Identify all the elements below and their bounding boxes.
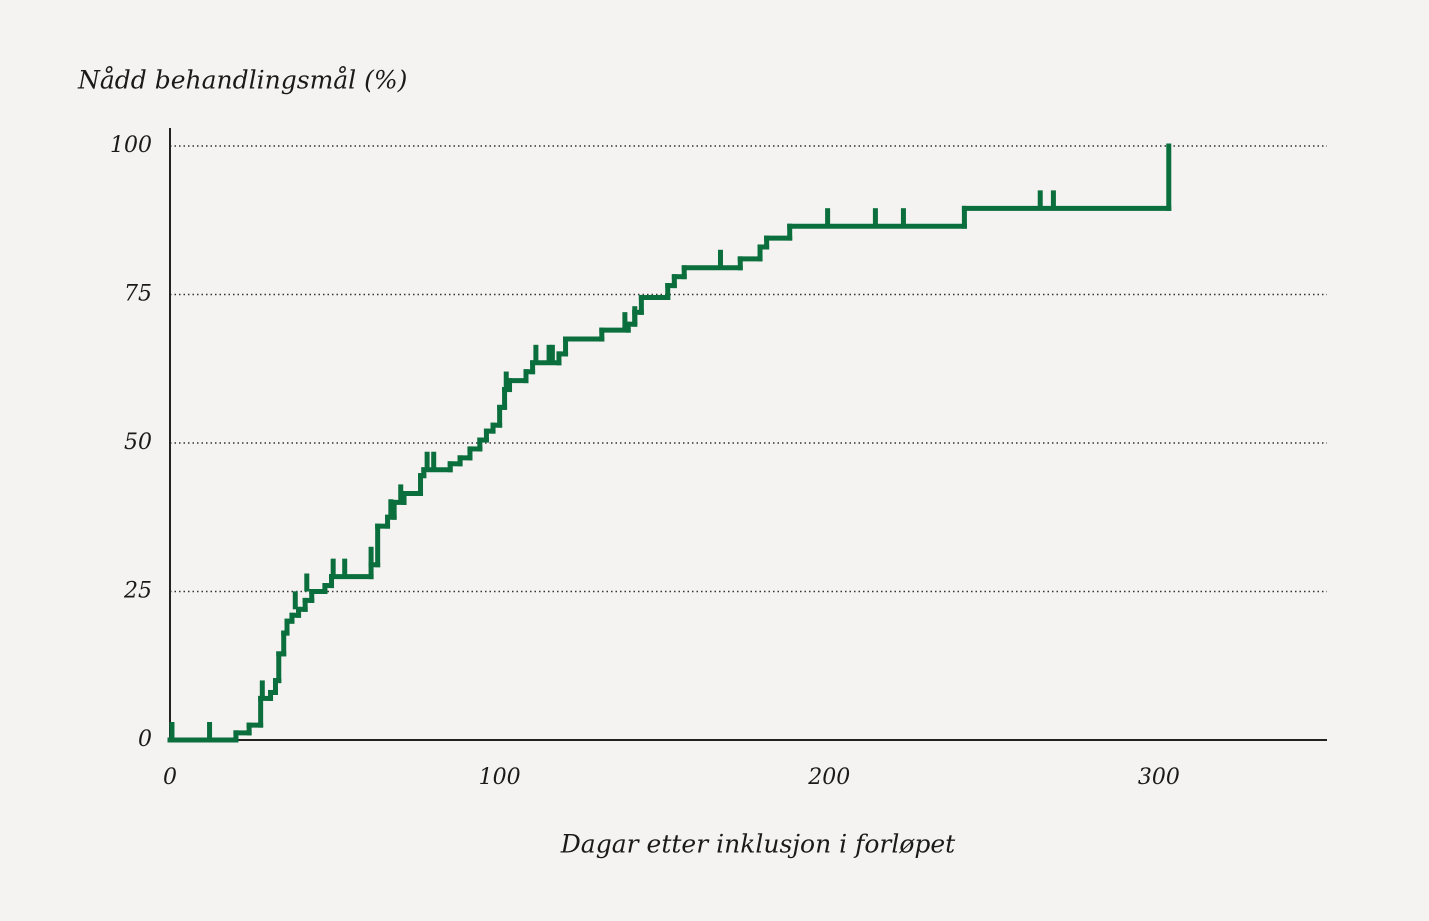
x-tick-label: 100 xyxy=(479,765,521,790)
y-tick-label: 0 xyxy=(138,727,152,752)
y-tick-label: 50 xyxy=(124,430,152,455)
y-tick-label: 100 xyxy=(110,133,152,158)
x-axis-label: Dagar etter inklusjon i forløpet xyxy=(560,830,956,859)
x-tick-label: 200 xyxy=(807,765,850,790)
y-tick-label: 75 xyxy=(124,282,152,307)
y-axis-label: Nådd behandlingsmål (%) xyxy=(77,66,407,95)
y-tick-label: 25 xyxy=(123,579,152,604)
x-tick-label: 300 xyxy=(1138,765,1180,790)
x-tick-label: 0 xyxy=(163,765,177,790)
